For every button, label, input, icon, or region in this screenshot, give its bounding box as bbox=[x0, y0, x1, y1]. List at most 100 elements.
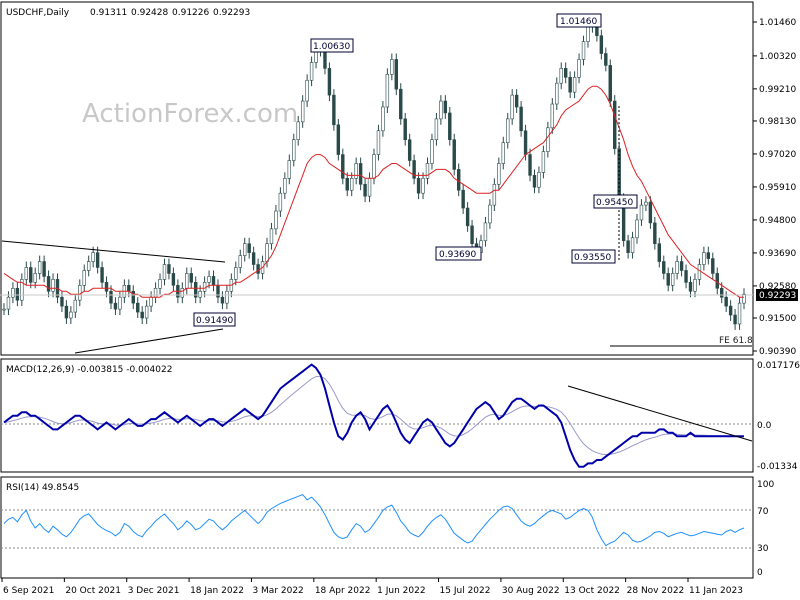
candle-body bbox=[586, 26, 590, 42]
candle-body bbox=[635, 219, 639, 239]
candle-body bbox=[399, 88, 403, 120]
candle-body bbox=[95, 252, 100, 268]
candle-body bbox=[269, 228, 274, 245]
candle-body bbox=[421, 178, 425, 194]
rsi-label: RSI(14) 49.8545 bbox=[6, 483, 79, 493]
annotation-0-95450: 0.95450 bbox=[593, 194, 638, 209]
date-tick-label: 3 Dec 2021 bbox=[128, 586, 180, 596]
candle-body bbox=[506, 118, 510, 143]
fe-label: FE 61.8 bbox=[719, 336, 753, 346]
macd-signal-line bbox=[3, 375, 745, 456]
candle-body bbox=[688, 282, 693, 292]
price-tick-label: 0.90390 bbox=[759, 347, 796, 357]
moving-average-line bbox=[3, 85, 744, 298]
candle-body bbox=[456, 169, 461, 191]
candle-body bbox=[737, 302, 742, 325]
candle-body bbox=[715, 273, 719, 289]
candle-body bbox=[532, 175, 537, 188]
candle-body bbox=[497, 163, 501, 185]
macd-tick-mid: 0.0 bbox=[757, 421, 772, 431]
candle-body bbox=[613, 100, 617, 149]
candle-body bbox=[300, 100, 305, 123]
date-tick-label: 15 Jul 2022 bbox=[440, 586, 491, 596]
candle-body bbox=[728, 305, 733, 316]
candle-body bbox=[127, 285, 131, 292]
rsi-tick-30: 30 bbox=[757, 544, 769, 554]
candle-body bbox=[488, 204, 492, 224]
candle-body bbox=[501, 142, 505, 164]
candle-body bbox=[510, 94, 514, 120]
date-axis: 6 Sep 2021 20 Oct 2021 3 Dec 2021 18 Jan 20… bbox=[1, 578, 743, 596]
candle-body bbox=[372, 154, 376, 179]
candle-body bbox=[82, 270, 86, 286]
candle-body bbox=[234, 267, 238, 280]
annotation-1-00630: 1.00630 bbox=[310, 38, 354, 53]
candle-body bbox=[599, 35, 604, 54]
ohlc-low: 0.91226 bbox=[172, 8, 209, 18]
candle-body bbox=[11, 287, 15, 298]
candle-body bbox=[376, 130, 381, 155]
candle-body bbox=[109, 290, 113, 304]
candle-body bbox=[24, 267, 28, 280]
price-tick-label: 1.00320 bbox=[759, 52, 796, 62]
price-tick-label: 0.98130 bbox=[759, 117, 796, 127]
candle-body bbox=[483, 222, 488, 242]
candle-body bbox=[581, 41, 586, 60]
candle-body bbox=[193, 282, 198, 298]
rsi-tick-100: 100 bbox=[757, 480, 774, 490]
candle-body bbox=[568, 76, 572, 93]
current-price-badge bbox=[756, 289, 798, 301]
candle-body bbox=[136, 302, 140, 313]
candle-body bbox=[693, 279, 697, 292]
candle-body bbox=[439, 100, 443, 120]
candle-body bbox=[86, 261, 91, 271]
candle-body bbox=[519, 106, 523, 132]
date-tick-label: 6 Sep 2021 bbox=[3, 586, 54, 596]
candle-body bbox=[78, 285, 82, 301]
svg-text:1.00630: 1.00630 bbox=[313, 42, 350, 52]
candle-body bbox=[684, 270, 688, 283]
candle-body bbox=[385, 74, 390, 108]
candle-body bbox=[367, 178, 372, 197]
candle-body bbox=[37, 261, 42, 274]
candle-body bbox=[42, 261, 46, 277]
upper-trendline bbox=[1, 240, 226, 263]
candle-body bbox=[15, 287, 20, 301]
candle-body bbox=[64, 305, 69, 319]
candle-body bbox=[69, 311, 73, 319]
candle-body bbox=[733, 314, 737, 325]
rsi-tick-0: 0 bbox=[757, 568, 763, 578]
date-tick-label: 28 Nov 2022 bbox=[627, 586, 685, 596]
candle-body bbox=[278, 192, 283, 212]
candle-body bbox=[452, 139, 456, 170]
date-tick-label: 30 Aug 2022 bbox=[502, 586, 560, 596]
candle-body bbox=[265, 243, 269, 262]
candle-body bbox=[653, 222, 657, 245]
candle-body bbox=[381, 106, 385, 132]
candle-body bbox=[113, 302, 118, 310]
candle-body bbox=[626, 240, 630, 253]
candle-body bbox=[555, 82, 559, 105]
candle-body bbox=[604, 53, 608, 66]
symbol-header: USDCHF,Daily bbox=[6, 8, 70, 18]
annotation-0-91490: 0.91490 bbox=[193, 312, 236, 327]
candle-body bbox=[131, 290, 135, 304]
candle-body bbox=[720, 287, 724, 298]
rsi-tick-70: 70 bbox=[757, 507, 769, 517]
candle-body bbox=[180, 287, 185, 298]
candle-body bbox=[608, 65, 612, 102]
candle-body bbox=[537, 172, 541, 188]
candle-body bbox=[332, 94, 336, 126]
candle-body bbox=[358, 163, 363, 185]
annotation-1-01460: 1.01460 bbox=[556, 13, 602, 28]
price-tick-label: 0.99210 bbox=[759, 85, 796, 95]
candle-body bbox=[706, 252, 711, 259]
svg-text:0.93550: 0.93550 bbox=[574, 253, 611, 263]
candle-body bbox=[546, 127, 550, 152]
candle-body bbox=[657, 243, 662, 262]
candle-body bbox=[679, 261, 684, 271]
macd-label: MACD(12,26,9) -0.003815 -0.004022 bbox=[6, 365, 172, 375]
candle-body bbox=[742, 293, 746, 304]
candle-body bbox=[443, 100, 448, 114]
